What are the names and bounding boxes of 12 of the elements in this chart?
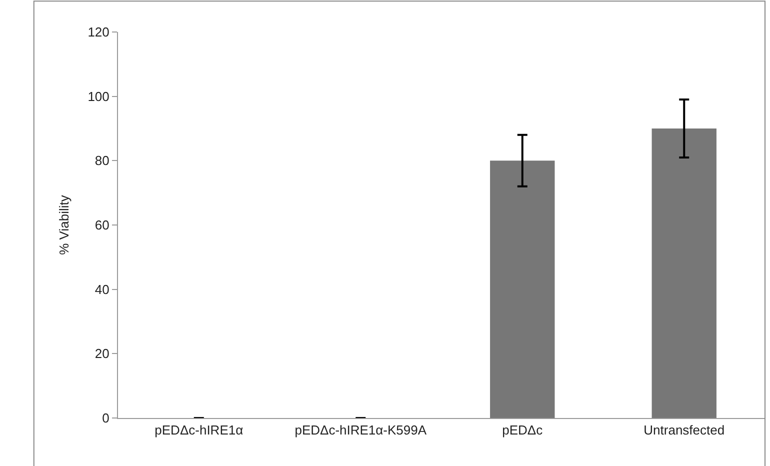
x-tick-label: Untransfected [644,422,725,438]
y-tick-label: 20 [94,346,110,362]
y-tick-label: 0 [102,410,110,426]
x-tick-label: pEDΔc-hIRE1α-K599A [294,422,427,438]
y-tick-label: 60 [94,218,110,233]
y-tick-label: 100 [88,88,110,104]
x-tick-label: pEDΔc [502,422,544,438]
y-tick-label: 120 [88,24,110,40]
y-axis-title: % Viability [56,194,72,255]
y-tick-label: 80 [94,153,110,168]
y-tick-label: 40 [94,282,110,297]
x-tick-label: pEDΔc-hIRE1α [154,422,244,438]
